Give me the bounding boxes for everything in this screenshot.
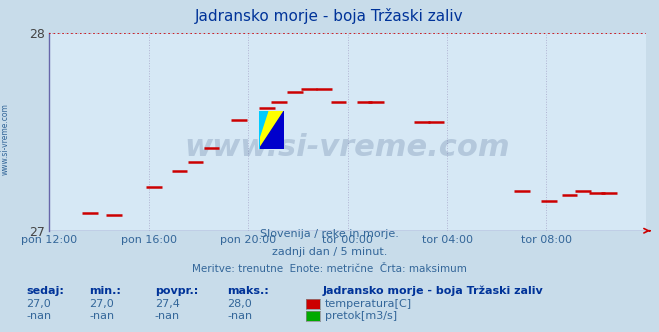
Polygon shape	[259, 111, 284, 149]
Polygon shape	[259, 111, 284, 149]
Text: maks.:: maks.:	[227, 286, 269, 296]
Text: zadnji dan / 5 minut.: zadnji dan / 5 minut.	[272, 247, 387, 257]
Text: www.si-vreme.com: www.si-vreme.com	[1, 104, 10, 175]
Text: Jadransko morje - boja Tržaski zaliv: Jadransko morje - boja Tržaski zaliv	[195, 8, 464, 24]
Text: sedaj:: sedaj:	[26, 286, 64, 296]
Polygon shape	[259, 111, 268, 149]
Text: 27,4: 27,4	[155, 299, 180, 309]
Text: -nan: -nan	[89, 311, 114, 321]
Text: -nan: -nan	[155, 311, 180, 321]
Text: 28,0: 28,0	[227, 299, 252, 309]
Text: 27,0: 27,0	[26, 299, 51, 309]
Text: -nan: -nan	[26, 311, 51, 321]
Text: Slovenija / reke in morje.: Slovenija / reke in morje.	[260, 229, 399, 239]
Text: povpr.:: povpr.:	[155, 286, 198, 296]
Text: temperatura[C]: temperatura[C]	[325, 299, 412, 309]
Text: Meritve: trenutne  Enote: metrične  Črta: maksimum: Meritve: trenutne Enote: metrične Črta: …	[192, 264, 467, 274]
Text: -nan: -nan	[227, 311, 252, 321]
Text: www.si-vreme.com: www.si-vreme.com	[185, 133, 511, 162]
Text: min.:: min.:	[89, 286, 121, 296]
Text: pretok[m3/s]: pretok[m3/s]	[325, 311, 397, 321]
Text: Jadransko morje - boja Tržaski zaliv: Jadransko morje - boja Tržaski zaliv	[323, 285, 544, 296]
Text: 27,0: 27,0	[89, 299, 114, 309]
